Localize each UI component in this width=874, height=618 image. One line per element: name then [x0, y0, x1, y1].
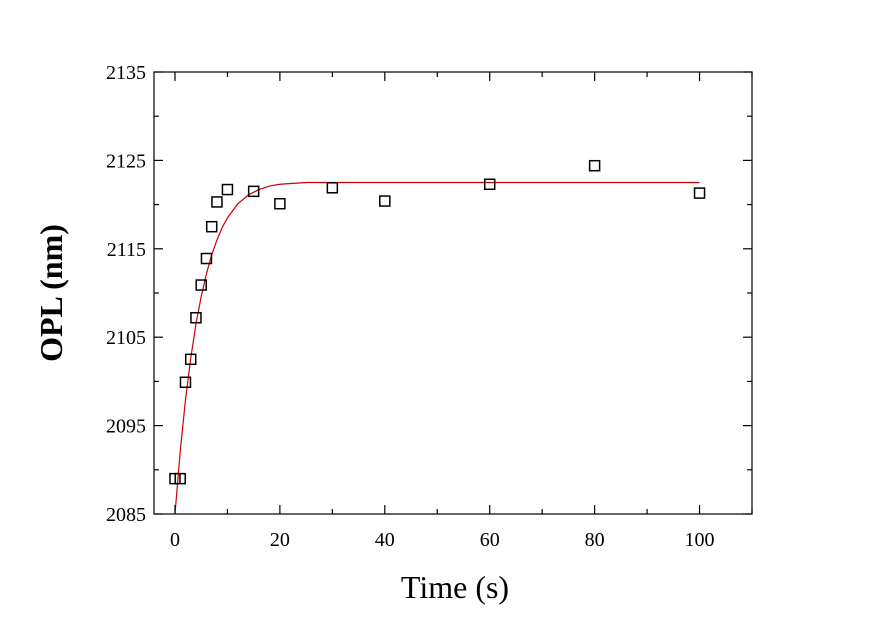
y-axis-title: OPL (nm): [33, 224, 69, 362]
x-axis-title: Time (s): [401, 569, 509, 605]
y-tick-label: 2105: [106, 327, 146, 349]
fit-curve-layer: [174, 181, 700, 515]
y-tick-label: 2085: [106, 504, 146, 526]
y-tick-label: 2135: [106, 62, 146, 84]
data-point: [174, 472, 186, 485]
data-point: [379, 195, 391, 207]
data-point: [693, 187, 706, 199]
data-point: [221, 183, 234, 196]
data-point: [588, 159, 601, 172]
data-points-layer: [169, 159, 706, 485]
x-tick-label: 80: [585, 529, 605, 551]
x-tick-label: 40: [375, 529, 395, 551]
y-tick-label: 2115: [107, 239, 146, 261]
y-tick-label: 2125: [106, 150, 146, 172]
data-point: [211, 196, 223, 208]
data-point: [184, 353, 197, 366]
x-tick-label: 0: [170, 529, 180, 551]
ticks-layer: [154, 71, 753, 515]
data-point: [190, 312, 202, 324]
data-point: [247, 185, 260, 198]
data-point: [274, 197, 286, 210]
fit-curve: [174, 181, 700, 515]
tick-labels-layer: 0 20 40 60 80 100 2085 2095 2105 2115 2125 2135: [106, 62, 715, 551]
data-point: [195, 279, 207, 291]
plot-frame: [153, 71, 753, 515]
data-point: [179, 376, 192, 389]
x-tick-label: 60: [480, 529, 500, 551]
x-tick-label: 20: [270, 529, 290, 551]
y-tick-label: 2095: [106, 416, 146, 438]
data-point: [483, 178, 496, 191]
x-tick-label: 100: [685, 529, 715, 551]
data-point: [200, 252, 213, 265]
data-point: [205, 220, 218, 233]
data-point: [326, 182, 339, 194]
